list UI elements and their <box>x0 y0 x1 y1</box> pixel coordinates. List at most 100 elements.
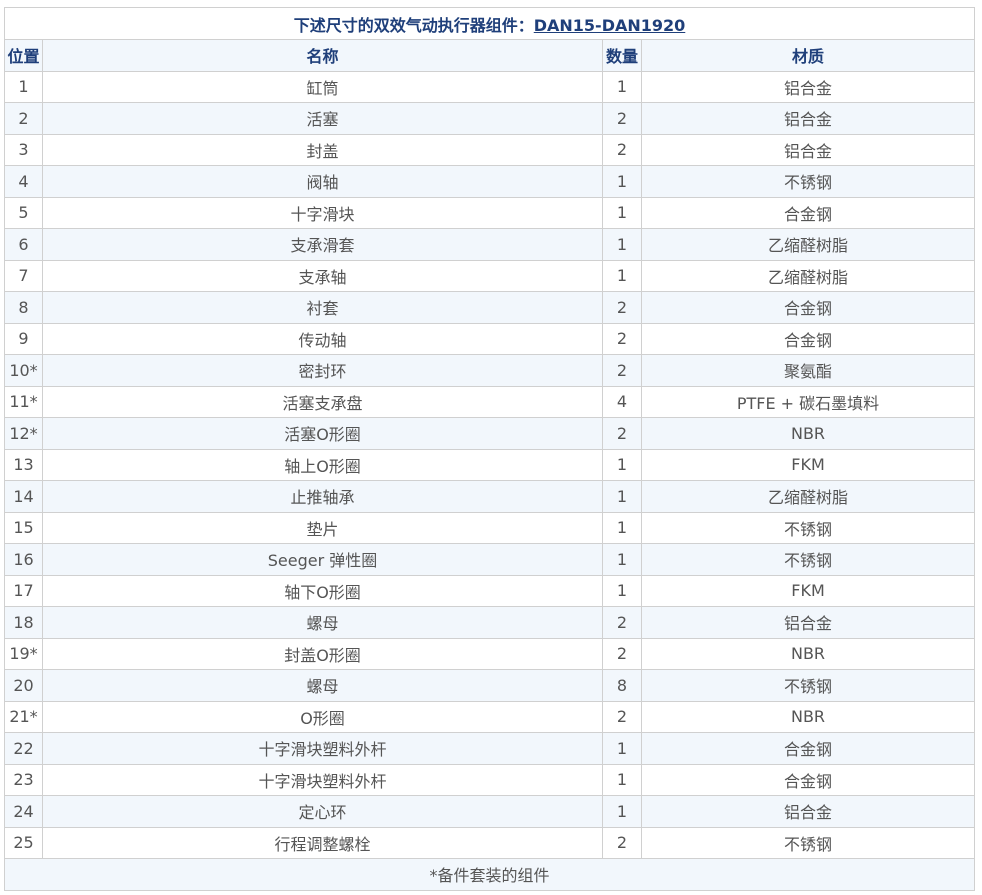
cell-quantity: 2 <box>602 417 642 450</box>
cell-position: 5 <box>4 196 43 229</box>
cell-position: 2 <box>4 102 43 135</box>
parts-table: 下述尺寸的双效气动执行器组件：DAN15-DAN1920 位置 名称 数量 材质… <box>4 7 975 891</box>
cell-position: 13 <box>4 448 43 481</box>
cell-position: 18 <box>4 606 43 639</box>
table-row: 25 行程调整螺栓 2 不锈钢 <box>4 826 975 859</box>
cell-position: 23 <box>4 763 43 796</box>
table-row: 23 十字滑块塑料外杆 1 合金钢 <box>4 763 975 796</box>
cell-position: 22 <box>4 732 43 765</box>
title-row: 下述尺寸的双效气动执行器组件：DAN15-DAN1920 <box>4 7 975 40</box>
cell-quantity: 2 <box>602 291 642 324</box>
cell-name: 衬套 <box>42 291 603 324</box>
cell-name: 封盖 <box>42 133 603 166</box>
cell-material: 聚氨酯 <box>641 354 975 387</box>
cell-position: 25 <box>4 826 43 859</box>
cell-material: 不锈钢 <box>641 826 975 859</box>
cell-position: 6 <box>4 228 43 261</box>
table-row: 16 Seeger 弹性圈 1 不锈钢 <box>4 543 975 576</box>
cell-quantity: 2 <box>602 133 642 166</box>
cell-name: 密封环 <box>42 354 603 387</box>
cell-quantity: 1 <box>602 511 642 544</box>
cell-quantity: 1 <box>602 70 642 103</box>
cell-name: 活塞O形圈 <box>42 417 603 450</box>
cell-name: 轴下O形圈 <box>42 574 603 607</box>
table-row: 9 传动轴 2 合金钢 <box>4 322 975 355</box>
cell-position: 15 <box>4 511 43 544</box>
table-row: 13 轴上O形圈 1 FKM <box>4 448 975 481</box>
cell-quantity: 1 <box>602 165 642 198</box>
cell-position: 7 <box>4 259 43 292</box>
table-row: 22 十字滑块塑料外杆 1 合金钢 <box>4 732 975 765</box>
cell-quantity: 2 <box>602 102 642 135</box>
cell-material: PTFE + 碳石墨填料 <box>641 385 975 418</box>
table-row: 11* 活塞支承盘 4 PTFE + 碳石墨填料 <box>4 385 975 418</box>
table-row: 2 活塞 2 铝合金 <box>4 102 975 135</box>
cell-name: 封盖O形圈 <box>42 637 603 670</box>
table-title: 下述尺寸的双效气动执行器组件：DAN15-DAN1920 <box>4 7 975 40</box>
cell-position: 21* <box>4 700 43 733</box>
cell-position: 19* <box>4 637 43 670</box>
cell-position: 16 <box>4 543 43 576</box>
cell-name: 垫片 <box>42 511 603 544</box>
cell-position: 8 <box>4 291 43 324</box>
col-header-name: 名称 <box>42 39 603 72</box>
cell-position: 11* <box>4 385 43 418</box>
cell-name: 活塞 <box>42 102 603 135</box>
cell-material: 合金钢 <box>641 291 975 324</box>
footnote: *备件套装的组件 <box>4 858 975 891</box>
cell-quantity: 2 <box>602 637 642 670</box>
table-row: 3 封盖 2 铝合金 <box>4 133 975 166</box>
cell-position: 10* <box>4 354 43 387</box>
cell-material: FKM <box>641 448 975 481</box>
cell-quantity: 1 <box>602 795 642 828</box>
cell-position: 14 <box>4 480 43 513</box>
title-text: 下述尺寸的双效气动执行器组件： <box>293 15 534 35</box>
table-row: 15 垫片 1 不锈钢 <box>4 511 975 544</box>
cell-quantity: 8 <box>602 669 642 702</box>
cell-material: 不锈钢 <box>641 165 975 198</box>
cell-material: 不锈钢 <box>641 511 975 544</box>
footnote-row: *备件套装的组件 <box>4 858 975 891</box>
table-row: 6 支承滑套 1 乙缩醛树脂 <box>4 228 975 261</box>
model-link[interactable]: DAN15-DAN1920 <box>533 15 686 35</box>
cell-name: O形圈 <box>42 700 603 733</box>
cell-material: NBR <box>641 417 975 450</box>
cell-material: 不锈钢 <box>641 543 975 576</box>
table-row: 17 轴下O形圈 1 FKM <box>4 574 975 607</box>
cell-position: 20 <box>4 669 43 702</box>
cell-material: 不锈钢 <box>641 669 975 702</box>
table-row: 4 阀轴 1 不锈钢 <box>4 165 975 198</box>
cell-quantity: 2 <box>602 826 642 859</box>
cell-quantity: 2 <box>602 606 642 639</box>
cell-quantity: 2 <box>602 322 642 355</box>
cell-material: FKM <box>641 574 975 607</box>
cell-quantity: 1 <box>602 228 642 261</box>
cell-quantity: 1 <box>602 732 642 765</box>
cell-name: 支承轴 <box>42 259 603 292</box>
cell-quantity: 1 <box>602 259 642 292</box>
table-row: 20 螺母 8 不锈钢 <box>4 669 975 702</box>
cell-name: 活塞支承盘 <box>42 385 603 418</box>
table-row: 8 衬套 2 合金钢 <box>4 291 975 324</box>
cell-quantity: 1 <box>602 480 642 513</box>
cell-name: Seeger 弹性圈 <box>42 543 603 576</box>
cell-quantity: 1 <box>602 543 642 576</box>
col-header-position: 位置 <box>4 39 43 72</box>
cell-name: 阀轴 <box>42 165 603 198</box>
cell-quantity: 1 <box>602 574 642 607</box>
col-header-material: 材质 <box>641 39 975 72</box>
table-row: 24 定心环 1 铝合金 <box>4 795 975 828</box>
cell-position: 17 <box>4 574 43 607</box>
cell-name: 十字滑块塑料外杆 <box>42 732 603 765</box>
cell-material: NBR <box>641 700 975 733</box>
cell-quantity: 2 <box>602 700 642 733</box>
cell-material: 铝合金 <box>641 70 975 103</box>
cell-name: 十字滑块塑料外杆 <box>42 763 603 796</box>
cell-material: 合金钢 <box>641 196 975 229</box>
cell-position: 12* <box>4 417 43 450</box>
table-row: 12* 活塞O形圈 2 NBR <box>4 417 975 450</box>
col-header-quantity: 数量 <box>602 39 642 72</box>
cell-position: 3 <box>4 133 43 166</box>
cell-name: 轴上O形圈 <box>42 448 603 481</box>
table-row: 1 缸筒 1 铝合金 <box>4 70 975 103</box>
